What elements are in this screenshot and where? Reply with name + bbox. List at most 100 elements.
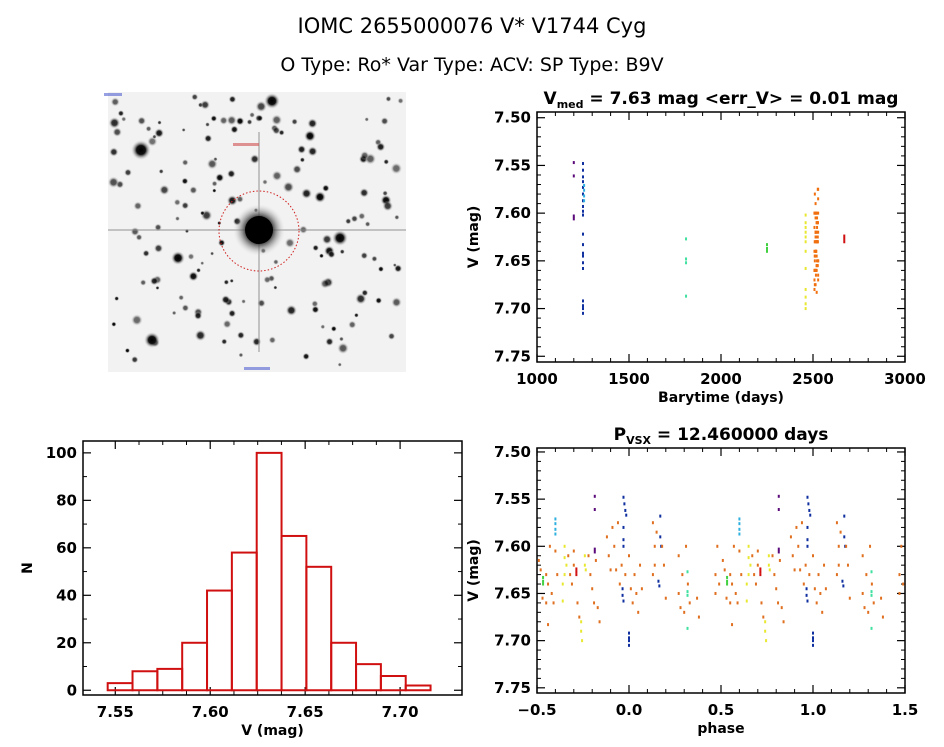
- data-point-blue: [628, 631, 630, 635]
- y-tick-label: 7.65: [494, 252, 531, 270]
- data-point-red: [759, 570, 762, 574]
- data-point-orange: [848, 596, 851, 600]
- data-point-orange: [618, 582, 621, 586]
- data-point-orange: [823, 563, 826, 567]
- data-point-purple: [572, 161, 575, 165]
- data-point-green: [542, 579, 545, 583]
- data-point-orange: [815, 249, 818, 253]
- star: [255, 100, 267, 113]
- data-point-teal: [686, 570, 689, 574]
- data-point-orange: [865, 573, 868, 577]
- x-axis-label: phase: [697, 721, 744, 737]
- data-point-orange: [677, 554, 680, 558]
- x-tick-label: 2500: [792, 370, 834, 388]
- x-tick-label: 7.70: [382, 703, 419, 721]
- data-point-yellow: [563, 573, 566, 577]
- data-point-red: [575, 570, 578, 574]
- data-point-orange: [815, 264, 818, 268]
- plot-title: PVSX = 12.460000 days: [614, 425, 829, 447]
- data-point-orange: [731, 623, 734, 627]
- data-point-teal: [686, 626, 689, 630]
- data-point-orange: [729, 573, 732, 577]
- data-point-orange: [804, 563, 807, 567]
- data-point-blue: [582, 204, 584, 208]
- star: [221, 295, 231, 305]
- data-point-orange: [598, 620, 601, 624]
- data-point-orange: [594, 558, 597, 562]
- data-point-blue: [621, 593, 624, 597]
- star: [249, 154, 260, 165]
- star: [268, 336, 277, 344]
- data-point-orange: [813, 249, 816, 253]
- data-point-yellow: [563, 556, 566, 560]
- star: [188, 271, 199, 282]
- star: [330, 325, 337, 332]
- data-point-blue: [582, 299, 584, 303]
- survey-label-mark: [104, 93, 122, 96]
- star: [339, 248, 345, 255]
- star: [358, 212, 366, 220]
- data-point-orange: [569, 573, 572, 577]
- data-point-cyan: [583, 183, 586, 187]
- star: [222, 319, 232, 329]
- data-point-orange: [813, 240, 816, 244]
- star: [291, 118, 298, 126]
- star: [117, 110, 125, 117]
- data-point-teal: [686, 590, 689, 594]
- data-point-orange: [547, 582, 550, 586]
- data-point-yellow: [584, 568, 587, 572]
- data-point-orange: [813, 287, 816, 291]
- y-tick-label: 7.70: [494, 632, 531, 650]
- star: [226, 169, 236, 179]
- star: [206, 158, 218, 170]
- data-point-blue: [582, 251, 584, 255]
- star: [382, 200, 394, 212]
- star: [154, 128, 165, 139]
- data-point-orange: [696, 596, 699, 600]
- star: [364, 221, 371, 228]
- y-tick-label: 7.75: [494, 679, 531, 697]
- histogram-bar: [255, 451, 283, 692]
- star: [107, 176, 120, 189]
- star: [226, 115, 237, 126]
- bright-star: [171, 251, 185, 265]
- data-point-orange: [813, 587, 816, 591]
- data-point-blue: [806, 544, 809, 548]
- data-point-orange: [816, 216, 819, 220]
- data-point-orange: [732, 544, 735, 548]
- data-point-purple: [593, 547, 596, 551]
- data-point-purple: [593, 508, 596, 512]
- star: [284, 237, 296, 249]
- x-tick-label: 1.5: [892, 701, 919, 719]
- data-point-yellow: [565, 563, 568, 567]
- star: [285, 304, 298, 317]
- data-point-orange: [651, 573, 654, 577]
- histogram-bar: [355, 663, 382, 692]
- data-point-purple: [593, 550, 596, 554]
- data-point-orange: [677, 591, 680, 595]
- data-point-yellow: [804, 221, 807, 225]
- data-point-orange: [814, 216, 817, 220]
- data-point-orange: [815, 254, 818, 258]
- star: [321, 234, 333, 245]
- star: [145, 125, 152, 132]
- x-tick-label: 7.65: [287, 703, 324, 721]
- data-point-orange: [718, 582, 721, 586]
- star: [397, 97, 404, 105]
- star: [108, 116, 121, 129]
- scale-label-mark: [244, 367, 270, 370]
- data-point-orange: [816, 264, 819, 268]
- data-point-orange: [815, 601, 818, 605]
- data-point-blue: [624, 508, 627, 512]
- data-point-orange: [898, 573, 901, 577]
- star: [246, 118, 253, 126]
- data-point-blue: [622, 525, 625, 529]
- data-point-teal: [870, 570, 873, 574]
- data-point-orange: [686, 582, 689, 586]
- data-point-blue: [622, 544, 625, 548]
- data-point-orange: [791, 554, 794, 558]
- data-point-orange: [793, 568, 796, 572]
- data-point-blue: [808, 508, 811, 512]
- data-point-orange: [817, 230, 820, 234]
- star: [348, 320, 357, 329]
